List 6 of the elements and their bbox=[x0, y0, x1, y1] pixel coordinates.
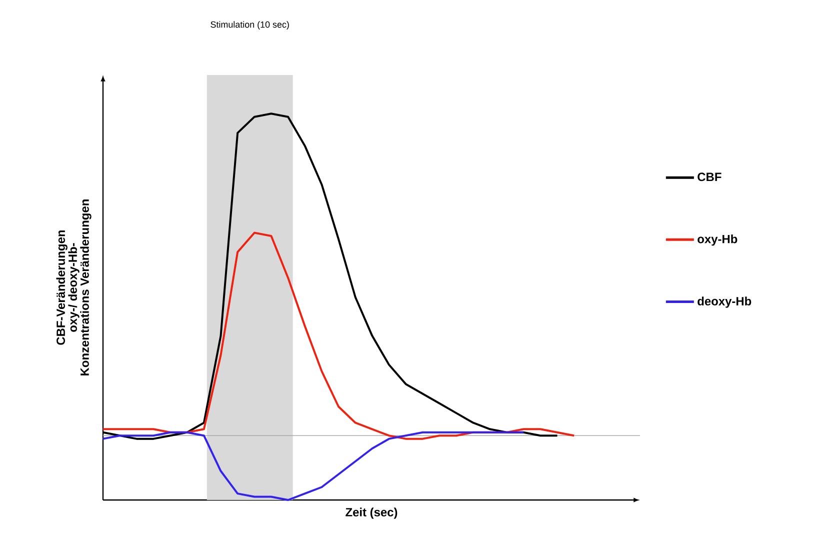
text: Stimulation (10 sec) bbox=[210, 21, 289, 30]
x-axis-title: Zeit (sec) bbox=[346, 508, 398, 519]
legend-label: oxy-Hb bbox=[698, 234, 738, 246]
y-axis-title: CBF-Veränderungen oxy-/ deoxy-Hb-Konzentrations Veränderungen bbox=[56, 200, 92, 376]
legend-label: deoxy-Hb bbox=[698, 296, 752, 308]
legend-label: CBF bbox=[698, 172, 722, 182]
